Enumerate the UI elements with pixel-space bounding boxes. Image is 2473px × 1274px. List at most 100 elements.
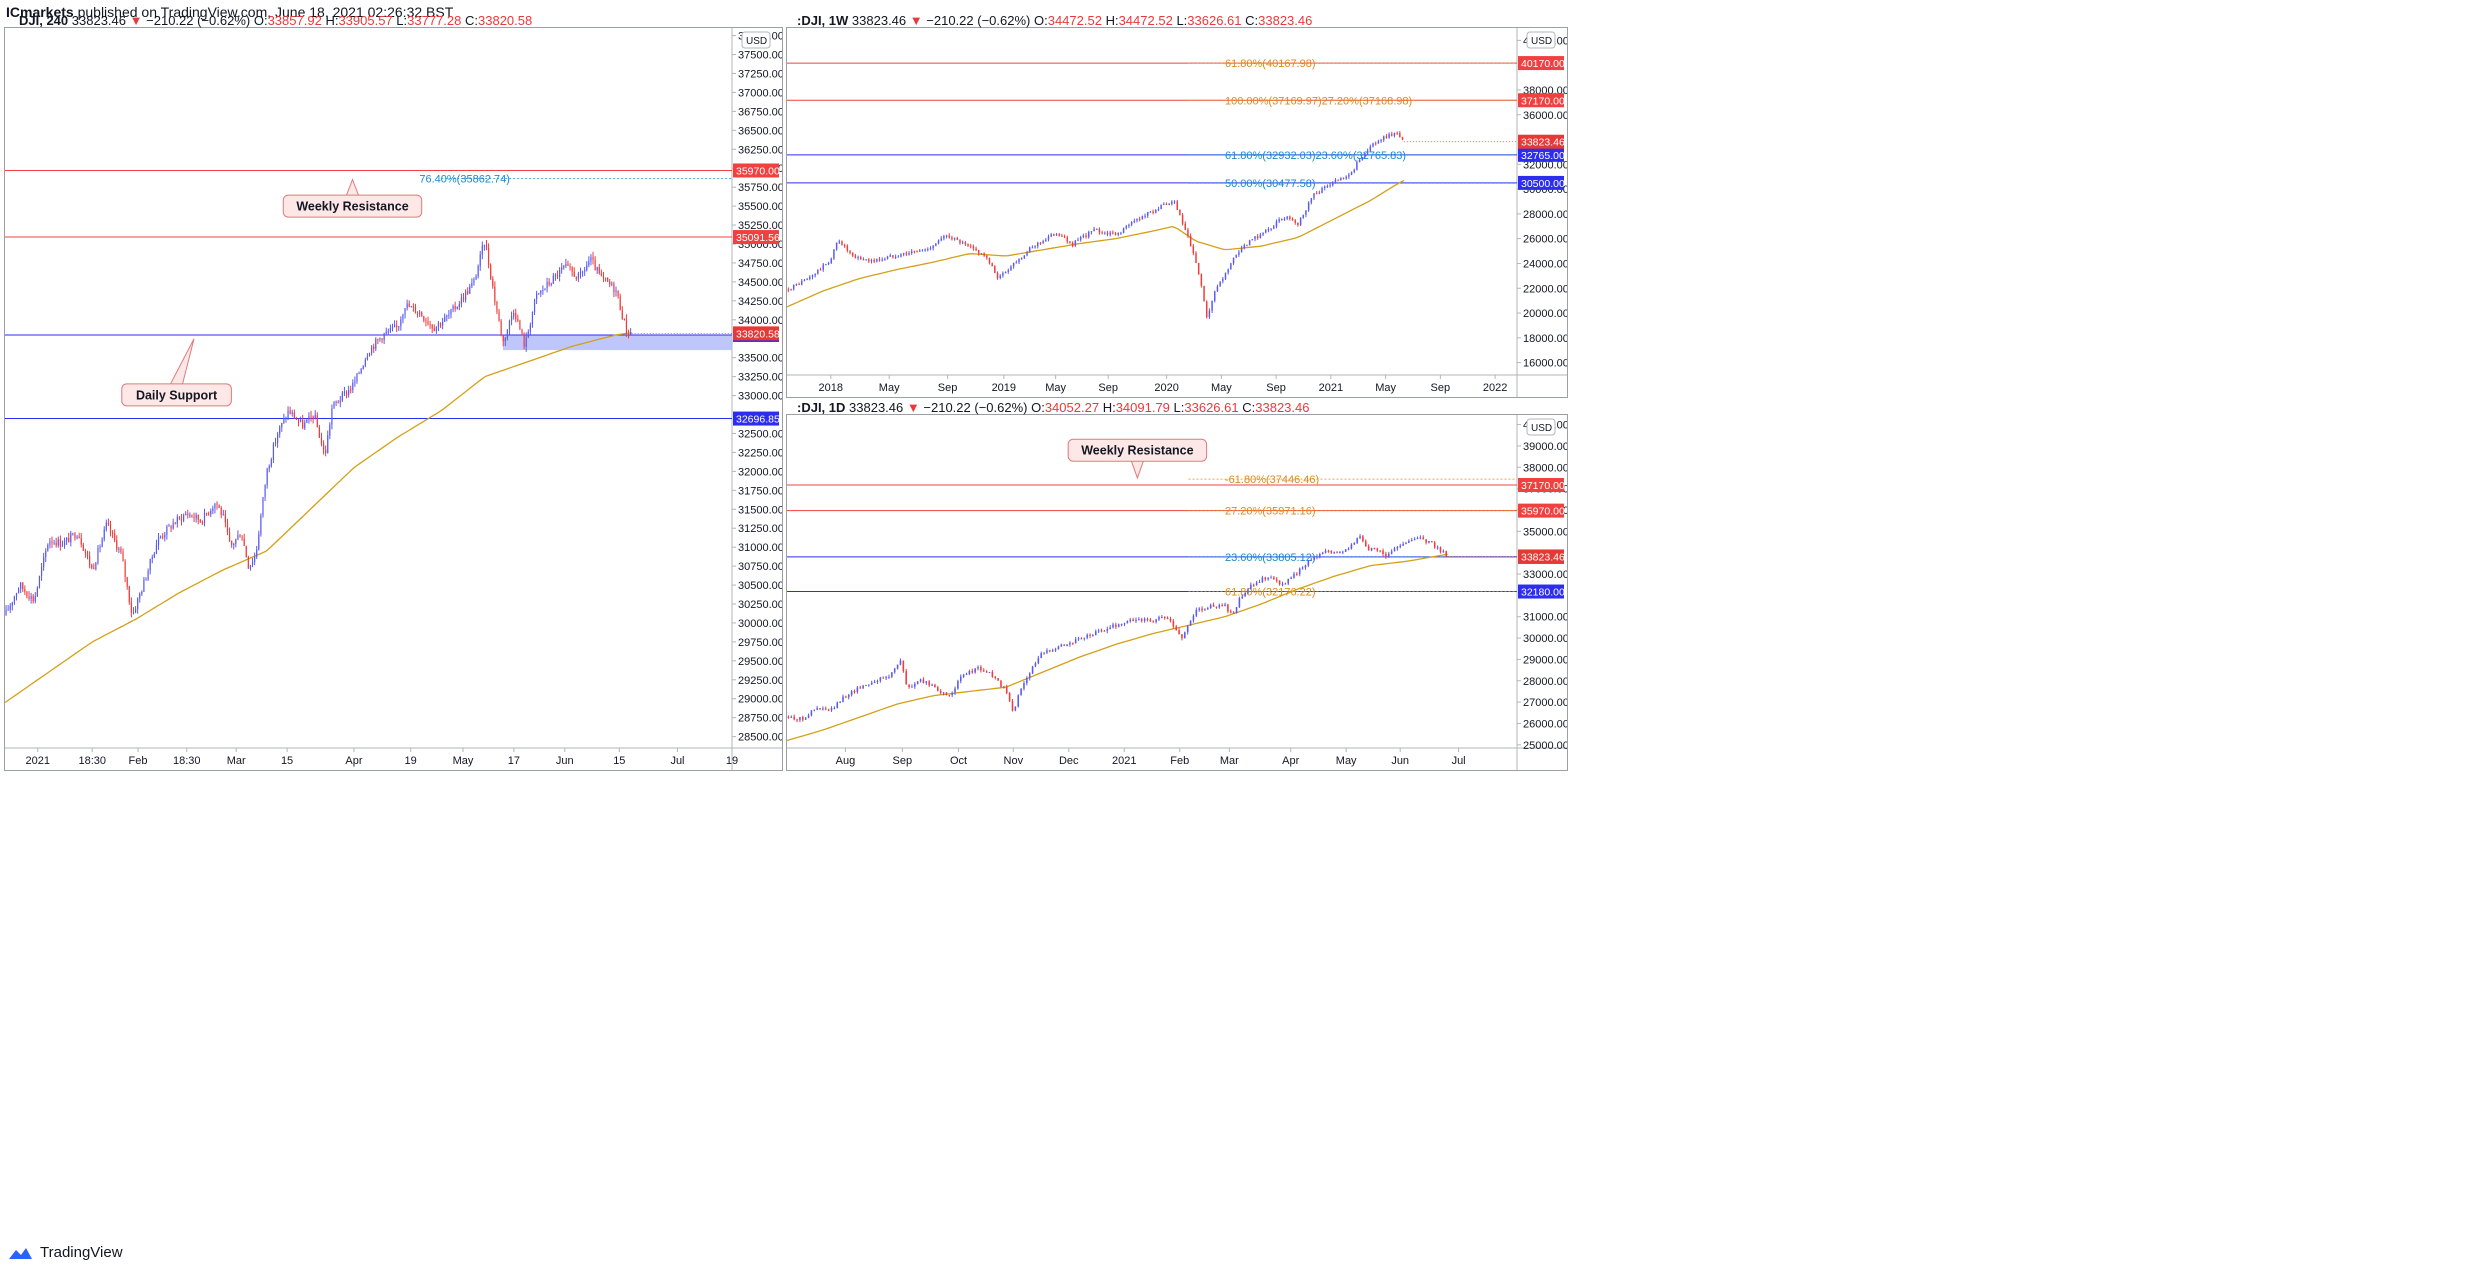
chart-legend: DJI, 240 33823.46 ▼ −210.22 (−0.62%) O:3…	[19, 12, 532, 30]
candle-body	[806, 279, 808, 281]
footer-brand[interactable]: TradingView	[40, 1244, 123, 1261]
candle-body	[810, 710, 813, 716]
candle-body	[1115, 624, 1117, 627]
resistance-price-tag	[1518, 478, 1564, 493]
candle-body	[147, 570, 149, 580]
candle-body	[310, 415, 312, 417]
x-tick-label: Sep	[1098, 382, 1118, 394]
candle-body	[391, 327, 394, 329]
candle-body	[1197, 262, 1200, 275]
legend-high: 33905.57	[338, 13, 393, 28]
candle-body	[431, 324, 433, 329]
author-name[interactable]: ICmarkets	[6, 4, 74, 20]
candle-body	[469, 286, 471, 294]
candle-body	[602, 275, 605, 278]
x-tick-label: 17	[508, 755, 520, 767]
candle-body	[118, 548, 120, 550]
support-price-label: 30500.00	[1521, 178, 1565, 190]
candle-body	[1283, 218, 1286, 220]
candle-body	[561, 267, 563, 270]
candle-body	[406, 303, 408, 309]
candle-body	[559, 269, 561, 277]
candle-body	[1337, 179, 1339, 181]
candle-body	[1163, 203, 1165, 206]
candle-body	[1093, 228, 1095, 232]
published-header: ICmarkets published on TradingView.com, …	[6, 2, 453, 22]
chart-panel-1w[interactable]: :DJI, 1W 33823.46 ▼ −210.22 (−0.62%) O:3…	[786, 13, 1568, 398]
chart-canvas[interactable]: 25000.00 26000.00 27000.00 28000.00 29000.00…	[787, 415, 1567, 770]
candle-body	[1388, 134, 1390, 138]
candle-body	[1135, 619, 1137, 622]
candle-body	[274, 442, 277, 445]
candle-body	[36, 587, 38, 597]
candle-body	[1369, 146, 1372, 151]
candle-body	[1302, 214, 1305, 218]
candle-body	[1120, 232, 1122, 234]
candle-body	[368, 353, 371, 357]
moving-average-line	[787, 553, 1448, 742]
legend-change: −210.22 (−0.62%)	[146, 13, 251, 28]
candle-body	[205, 512, 208, 514]
candle-body	[99, 546, 101, 548]
fib-level-label: 61.80%(40167.98)	[1225, 58, 1316, 70]
candle-body	[1334, 179, 1337, 183]
candle-body	[471, 282, 473, 287]
y-tick-label: 35250.00	[738, 220, 782, 232]
chart-canvas[interactable]: 28500.00 28750.00 29000.00 29250.00 29500.00…	[5, 28, 782, 770]
candle-body	[807, 715, 810, 718]
candle-body	[279, 427, 281, 435]
candle-body	[953, 237, 956, 240]
candle-body	[813, 709, 816, 711]
x-tick-label: Jun	[556, 755, 574, 767]
candle-body	[1366, 150, 1369, 154]
candle-body	[1304, 565, 1307, 568]
candle-body	[1007, 270, 1009, 272]
candle-body	[1017, 695, 1020, 707]
candle-body	[825, 264, 827, 266]
tradingview-logo-icon[interactable]	[8, 1245, 34, 1261]
candle-body	[1238, 252, 1240, 255]
candle-body	[306, 419, 308, 423]
candle-body	[548, 281, 550, 285]
candle-body	[1003, 686, 1005, 688]
candle-body	[143, 579, 145, 592]
fib-level-label: 76.40%(35862.74)	[419, 174, 510, 186]
candle-body	[787, 717, 790, 719]
candle-body	[819, 708, 821, 710]
y-tick-label: 31750.00	[738, 485, 782, 497]
candle-body	[141, 591, 143, 595]
callout-pointer	[346, 178, 359, 196]
candle-body	[214, 503, 216, 509]
candle-body	[510, 316, 513, 321]
moving-average-line	[787, 179, 1405, 308]
candle-body	[1307, 560, 1310, 566]
candle-body	[452, 305, 454, 310]
currency-badge	[1526, 418, 1556, 436]
resistance-price-label: 35970.00	[1521, 506, 1565, 518]
resistance-price-label: 35091.56	[736, 232, 780, 244]
candle-body	[980, 253, 983, 255]
candle-body	[594, 259, 596, 271]
x-tick-label: Jul	[1452, 755, 1466, 767]
candle-body	[295, 418, 298, 420]
candle-body	[38, 576, 41, 588]
candle-body	[43, 557, 45, 568]
candle-body	[222, 514, 224, 516]
chart-panel-240[interactable]: DJI, 240 33823.46 ▼ −210.22 (−0.62%) O:3…	[4, 13, 783, 771]
candle-body	[341, 392, 343, 401]
candle-body	[617, 290, 619, 297]
chart-panel-1d[interactable]: :DJI, 1D 33823.46 ▼ −210.22 (−0.62%) O:3…	[786, 400, 1568, 771]
chart-canvas[interactable]: 16000.00 18000.00 20000.00 22000.00 24000.00…	[787, 28, 1567, 397]
candle-body	[335, 401, 337, 403]
candle-body	[172, 523, 174, 529]
candle-body	[34, 596, 36, 602]
candle-body	[1031, 247, 1034, 249]
candle-body	[1040, 653, 1042, 659]
candle-body	[1336, 552, 1338, 554]
candle-body	[122, 551, 124, 562]
candle-body	[1178, 630, 1180, 635]
candle-body	[454, 305, 456, 310]
candle-body	[830, 708, 833, 711]
candle-body	[1028, 247, 1031, 253]
candle-body	[803, 279, 806, 282]
